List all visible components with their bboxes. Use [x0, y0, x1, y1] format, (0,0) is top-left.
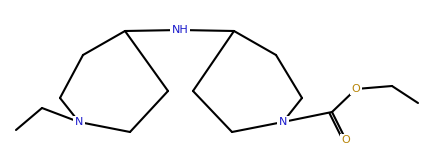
Text: N: N: [279, 117, 287, 127]
Text: O: O: [342, 135, 350, 145]
Text: N: N: [75, 117, 83, 127]
Text: O: O: [352, 84, 360, 94]
Text: NH: NH: [172, 25, 188, 35]
